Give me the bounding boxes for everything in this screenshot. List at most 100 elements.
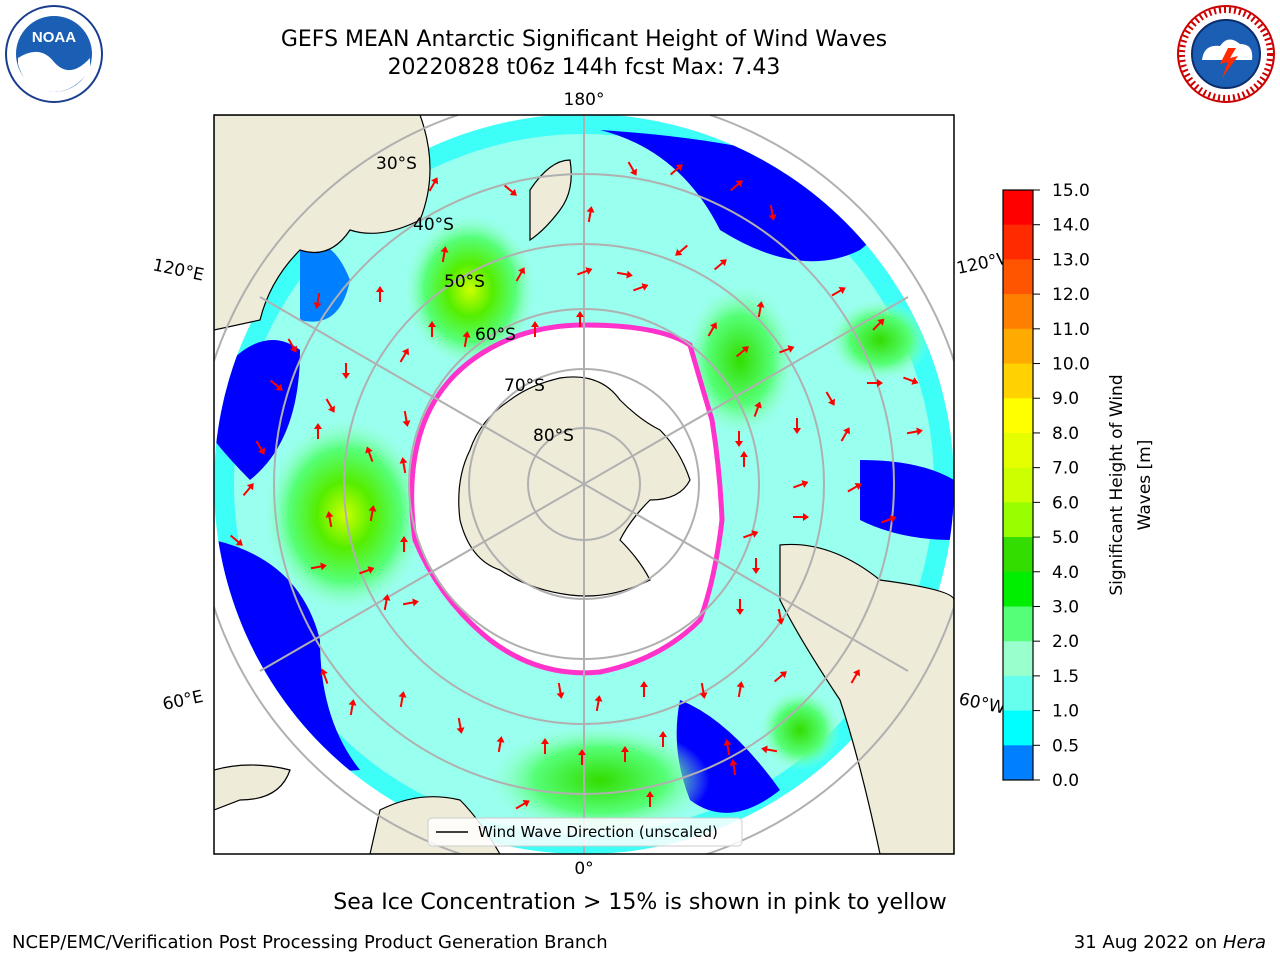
lat-label-70s: 70°S — [504, 376, 545, 396]
wave-direction-arrow — [675, 244, 689, 256]
wave-direction-arrow — [831, 287, 846, 297]
colorbar-swatch — [1003, 432, 1033, 469]
colorbar-swatch — [1003, 537, 1033, 573]
colorbar-tick-label: 8.0 — [1052, 424, 1079, 444]
colorbar-tick-label: 7.0 — [1052, 459, 1079, 479]
footer-host: Hera — [1222, 932, 1266, 953]
wave-direction-arrow — [793, 513, 809, 521]
colorbar-tick-label: 12.0 — [1052, 285, 1090, 305]
wave-direction-arrow — [735, 346, 749, 358]
wave-direction-arrow — [503, 184, 517, 196]
colorbar-swatch — [1003, 641, 1033, 677]
wave-direction-arrow — [577, 267, 593, 276]
colorbar-swatch — [1003, 328, 1033, 365]
colorbar-border — [1002, 189, 1034, 781]
chart-title: GEFS MEAN Antarctic Significant Height o… — [280, 27, 888, 52]
wave-direction-arrow — [640, 681, 648, 697]
wave-direction-arrow — [906, 427, 923, 436]
wave-direction-arrow — [867, 379, 883, 387]
wave-direction-arrow — [348, 699, 357, 716]
noaa-logo-text: NOAA — [32, 29, 76, 46]
wave-direction-arrow — [736, 681, 745, 698]
wave-zone-mid-northwest — [300, 244, 350, 322]
colorbar-label-line1: Significant Height of Wind — [1107, 374, 1127, 595]
colorbar-swatch — [1003, 259, 1033, 295]
wave-direction-arrow — [578, 749, 586, 765]
colorbar-swatch — [1003, 675, 1033, 712]
colorbar-tick-label: 3.0 — [1052, 597, 1079, 617]
wave-direction-arrow — [531, 321, 539, 337]
wave-direction-arrow — [342, 363, 350, 379]
wave-direction-arrow — [793, 418, 801, 434]
colorbar-tick-label: 15.0 — [1052, 181, 1090, 201]
wave-direction-arrow — [428, 177, 438, 192]
colorbar-tick-label: 5.0 — [1052, 528, 1079, 548]
colorbar-swatch — [1003, 502, 1033, 538]
wave-direction-arrow — [400, 536, 408, 552]
footer-date-text: 31 Aug 2022 on — [1073, 932, 1223, 953]
colorbar-tick-label: 11.0 — [1052, 320, 1090, 340]
wave-direction-arrow — [740, 451, 748, 467]
wave-direction-arrow — [723, 739, 732, 756]
wave-direction-arrow — [776, 608, 785, 625]
new-zealand-land — [529, 159, 572, 242]
noaa-logo: NOAA — [5, 5, 103, 103]
sea-ice-note: Sea Ice Concentration > 15% is shown in … — [333, 890, 947, 915]
wave-direction-arrow — [398, 691, 407, 708]
wave-direction-arrow — [773, 671, 787, 683]
colorbar-tick-label: 2.0 — [1052, 632, 1079, 652]
wave-direction-arrow — [743, 530, 759, 539]
wave-direction-arrow — [255, 440, 265, 455]
wave-direction-arrow — [242, 483, 254, 497]
colorbar-swatch — [1003, 398, 1033, 434]
colorbar-tick-label: 9.0 — [1052, 389, 1079, 409]
nws-logo — [1177, 5, 1275, 103]
lon-label-180: 180° — [564, 90, 605, 110]
wave-direction-arrow — [359, 566, 375, 575]
wave-direction-arrow — [699, 682, 708, 699]
wave-direction-arrow — [365, 446, 374, 462]
map-frame-border — [213, 114, 955, 855]
lon-label-60w: 60°W — [957, 689, 1007, 718]
wave-direction-arrow — [287, 338, 297, 353]
wave-direction-arrow — [314, 423, 322, 439]
wave-direction-arrow — [320, 668, 329, 684]
wave-direction-arrow — [515, 267, 525, 282]
wave-direction-arrow — [594, 695, 603, 712]
wave-direction-arrow — [881, 515, 897, 524]
wave-direction-arrow — [736, 599, 744, 615]
wave-peak-west — [265, 420, 425, 610]
wave-direction-arrow — [903, 376, 919, 385]
wave-direction-arrow — [761, 745, 778, 754]
wave-direction-arrow — [825, 391, 835, 406]
wave-direction-arrow — [713, 259, 727, 271]
colorbar-tick-label: 14.0 — [1052, 216, 1090, 236]
chart-subtitle: 20220828 t06z 144h fcst Max: 7.43 — [387, 55, 781, 80]
lon-label-0: 0° — [574, 859, 593, 879]
colorbar-tick-label: 0.5 — [1052, 736, 1079, 756]
wave-direction-arrow — [229, 534, 243, 546]
lat-label-40s: 40°S — [413, 215, 454, 235]
wave-zone-low-north — [600, 130, 880, 262]
wave-direction-arrow — [313, 292, 322, 309]
map-legend: Wind Wave Direction (unscaled) — [427, 817, 743, 847]
wave-direction-arrow — [752, 558, 760, 574]
wave-direction-arrow — [659, 731, 667, 747]
colorbar-swatch — [1003, 467, 1033, 503]
wave-direction-arrow — [399, 457, 408, 474]
wave-direction-arrow — [729, 180, 743, 192]
wave-direction-arrow — [872, 318, 885, 331]
lon-label-120e: 120°E — [151, 255, 206, 285]
wave-direction-arrow — [402, 598, 419, 607]
colorbar-tick-label: 0.0 — [1052, 771, 1079, 791]
wave-direction-arrow — [496, 736, 505, 753]
wave-direction-arrow — [456, 717, 465, 734]
lat-label-80s: 80°S — [533, 426, 574, 446]
lat-label-60s: 60°S — [475, 325, 516, 345]
wave-direction-arrow — [756, 301, 765, 318]
australia-land — [214, 115, 431, 331]
wave-direction-arrow — [515, 800, 530, 810]
wave-direction-arrow — [382, 594, 391, 611]
wave-direction-arrow — [399, 348, 409, 363]
